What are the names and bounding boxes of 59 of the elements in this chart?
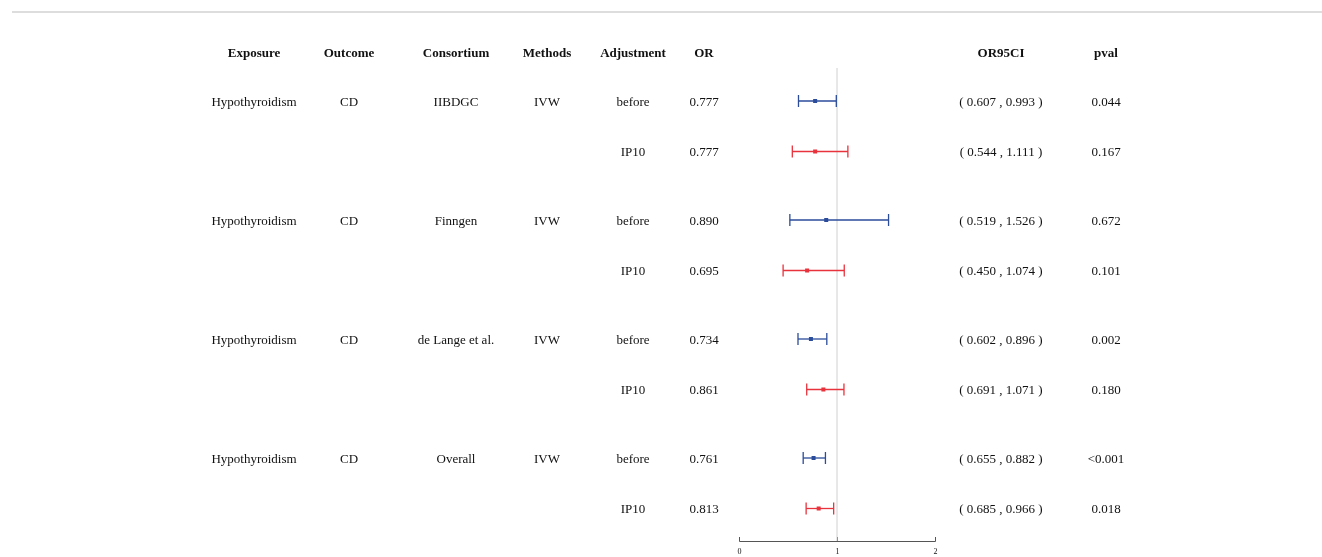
text: pval (1094, 44, 1119, 60)
text: IVW (534, 212, 561, 228)
text: 0.002 (1091, 331, 1121, 347)
text: 0.777 (689, 93, 720, 109)
text: OR (694, 44, 715, 60)
text: CD (339, 212, 359, 228)
text: IP10 (620, 501, 646, 517)
text: Hypothyroidism (211, 212, 297, 228)
text: ( 0.544 , 1.111 ) (959, 144, 1043, 160)
text: Hypothyroidism (211, 450, 297, 466)
text: before (616, 212, 650, 228)
text: 0.044 (1091, 93, 1122, 109)
text: ( 0.685 , 0.966 ) (959, 501, 1043, 517)
text: CD (339, 331, 359, 347)
text: Finngen (434, 212, 478, 228)
text: 0.672 (1091, 212, 1121, 228)
text: 0.695 (689, 263, 719, 279)
text: before (616, 450, 650, 466)
text: 0.890 (689, 212, 719, 228)
text: IIBDGC (433, 93, 479, 109)
x-tick-label: 0 (737, 546, 742, 556)
text: ( 0.655 , 0.882 ) (959, 450, 1043, 466)
text: IVW (534, 331, 561, 347)
x-tick-label: 1 (835, 546, 840, 556)
text: 0.761 (689, 450, 719, 466)
text: CD (339, 450, 359, 466)
text: IP10 (620, 263, 646, 279)
text: Consortium (422, 44, 490, 60)
text: 0.777 (689, 144, 720, 160)
text: Overall (436, 450, 476, 466)
text: ( 0.607 , 0.993 ) (959, 93, 1043, 109)
text: before (616, 331, 650, 347)
text: <0.001 (1087, 450, 1125, 466)
text: IVW (534, 450, 561, 466)
text: CD (339, 93, 359, 109)
text: OR95CI (977, 44, 1025, 60)
text: 0.101 (1091, 263, 1121, 279)
text: 0.813 (689, 501, 719, 517)
text: Adjustment (600, 44, 667, 60)
text: ( 0.691 , 1.071 ) (959, 382, 1043, 398)
text: Exposure (227, 44, 281, 60)
text: ( 0.519 , 1.526 ) (959, 212, 1043, 228)
text: 0.018 (1091, 501, 1121, 517)
text: Methods (522, 44, 572, 60)
text: 0.861 (689, 382, 719, 398)
text: before (616, 93, 650, 109)
text: ( 0.602 , 0.896 ) (959, 331, 1043, 347)
text: 0.734 (689, 331, 720, 347)
text: IP10 (620, 144, 646, 160)
text: ( 0.450 , 1.074 ) (959, 263, 1043, 279)
text: de Lange et al. (417, 331, 495, 347)
text: IP10 (620, 382, 646, 398)
text: 0.180 (1091, 382, 1121, 398)
text: Hypothyroidism (211, 331, 297, 347)
text: IVW (534, 93, 561, 109)
x-tick-label: 2 (933, 546, 938, 556)
text: Hypothyroidism (211, 93, 297, 109)
text: 0.167 (1091, 144, 1122, 160)
text: Outcome (323, 44, 375, 60)
